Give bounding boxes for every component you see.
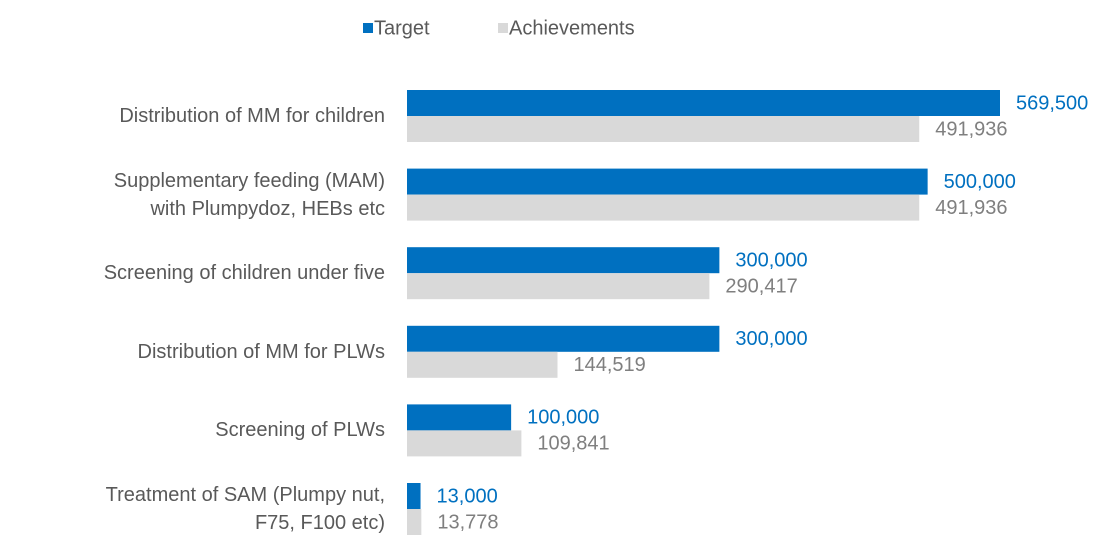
value-label: 109,841: [537, 433, 609, 455]
bar: [407, 273, 710, 300]
value-label: 491,936: [935, 197, 1007, 219]
bar: [407, 194, 920, 221]
value-label: 144,519: [573, 354, 645, 376]
category-label: Supplementary feeding (MAM) with Plumpyd…: [113, 169, 385, 220]
value-label: 500,000: [944, 171, 1016, 193]
category-label: Distribution of MM for children: [119, 105, 385, 127]
legend-swatch: [363, 23, 373, 33]
legend-label: Achievements: [509, 17, 635, 39]
bar: [407, 168, 928, 195]
value-label: 290,417: [725, 275, 797, 297]
value-label: 300,000: [735, 249, 807, 271]
bar: [407, 247, 720, 274]
value-label: 100,000: [527, 407, 599, 429]
category-label: Treatment of SAM (Plumpy nut, F75, F100 …: [105, 484, 385, 534]
category-label: Distribution of MM for PLWs: [137, 340, 385, 363]
bar: [407, 404, 512, 431]
value-label: 13,000: [437, 485, 498, 507]
legend-label: Target: [374, 17, 430, 39]
bar: [407, 430, 522, 457]
category-label: Screening of children under five: [103, 262, 385, 285]
value-label: 300,000: [735, 328, 807, 350]
bar: [407, 351, 558, 378]
category-label: Screening of PLWs: [215, 419, 385, 442]
value-label: 569,500: [1016, 92, 1088, 114]
bar: [407, 509, 422, 535]
value-label: 491,936: [935, 118, 1007, 140]
bar: [407, 325, 720, 352]
legend-swatch: [498, 23, 508, 33]
bar: [407, 116, 920, 142]
bar: [407, 483, 421, 509]
bar: [407, 90, 1000, 116]
value-label: 13,778: [437, 511, 498, 533]
